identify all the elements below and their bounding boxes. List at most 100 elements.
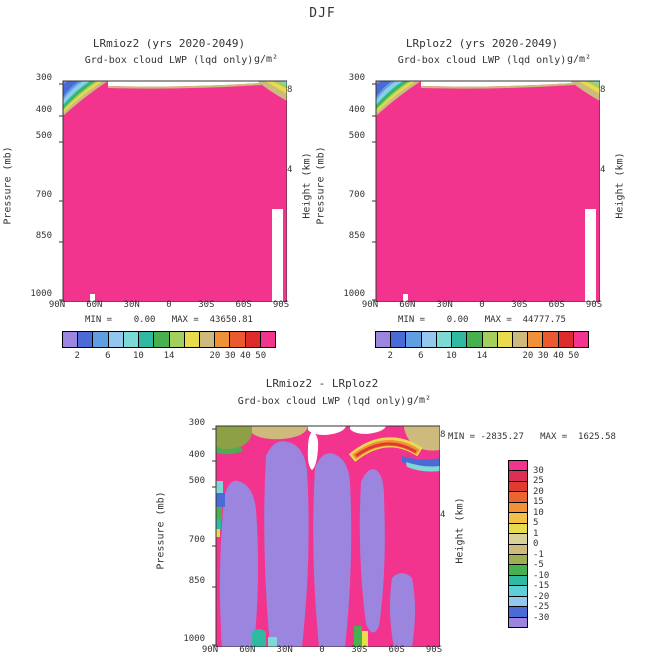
tick-label: 0 <box>166 300 172 310</box>
tick-label: 700 <box>35 190 52 200</box>
lwp-colorbar: 2 6 10 14 20 30 40 50 <box>375 331 589 361</box>
tick-label: 30N <box>276 645 293 655</box>
tick-label: 1000 <box>343 289 365 299</box>
colorbar-tick-label: 2 <box>74 351 80 361</box>
colorbar-cell <box>198 332 215 347</box>
colorbar-cells <box>508 460 528 628</box>
colorbar-tick-label: 20 <box>522 351 534 361</box>
tick-label: 0 <box>319 645 325 655</box>
pressure-axis-ticks: 300 400 500 700 850 1000 <box>26 73 52 299</box>
colorbar-tick-label: -5 <box>533 560 544 570</box>
colorbar-cell <box>572 332 589 347</box>
colorbar-cells <box>62 331 276 348</box>
tick-label: 8 <box>600 85 606 96</box>
tick-label: 700 <box>188 535 205 545</box>
colorbar-cell <box>168 332 184 347</box>
tick-label: 400 <box>188 449 205 460</box>
tick-label: 300 <box>188 418 205 429</box>
colorbar-cell <box>451 332 467 347</box>
tick-label: 60N <box>399 300 416 310</box>
tick-label: 90N <box>361 300 379 310</box>
tick-label: 850 <box>188 575 205 586</box>
colorbar-cell <box>420 332 436 347</box>
colorbar-tick-label: 10 <box>445 351 457 361</box>
tick-label: 60S <box>388 645 405 655</box>
colorbar-tick-label: 30 <box>224 351 236 361</box>
height-axis-label-text: Height (km) <box>454 497 466 564</box>
pressure-axis-label: Pressure (mb) <box>0 75 16 296</box>
tick-label: 700 <box>348 190 365 200</box>
tick-label: 300 <box>35 73 52 84</box>
colorbar-tick-label: 1 <box>533 528 539 539</box>
difference-contour-plot <box>204 414 440 647</box>
colorbar-tick-label: 50 <box>568 351 580 361</box>
tick-label: 60N <box>239 645 256 655</box>
panel-subtitle: Grd-box cloud LWP (lqd only) <box>84 55 254 66</box>
colorbar-cell <box>509 480 527 492</box>
panel-subtitle: Grd-box cloud LWP (lqd only) <box>237 396 407 407</box>
colorbar-tick-label: 0 <box>533 539 539 549</box>
colorbar-cell <box>509 522 527 534</box>
panel-title: LRploz2 (yrs 2020-2049) <box>405 37 559 50</box>
colorbar-cell <box>138 332 154 347</box>
colorbar-cell <box>496 332 512 347</box>
tick-label: 60S <box>548 300 565 310</box>
colorbar-cell <box>509 470 527 481</box>
tick-label: 850 <box>35 230 52 241</box>
colorbar-cell <box>542 332 558 347</box>
colorbar-tick-label: -30 <box>533 612 550 623</box>
height-axis-label: Height (km) <box>612 75 628 296</box>
panel-subtitle: Grd-box cloud LWP (lqd only) <box>397 55 567 66</box>
minmax-stats: MIN = 0.00 MAX = 43650.81 <box>85 315 253 325</box>
tick-label: 850 <box>348 230 365 241</box>
colorbar-cell <box>481 332 497 347</box>
colorbar-tick-label: 40 <box>239 351 251 361</box>
colorbar-cell <box>509 491 527 502</box>
colorbar-cell <box>509 585 527 596</box>
units-label: g/m² <box>407 395 432 406</box>
lwp-colorbar: 2 6 10 14 20 30 40 50 <box>62 331 276 361</box>
minmax-stats: MIN = 0.00 MAX = 44777.75 <box>398 315 566 325</box>
units-label: g/m² <box>567 54 592 65</box>
colorbar-cell <box>466 332 482 347</box>
main-title: DJF <box>309 6 336 21</box>
panel-title: LRmioz2 (yrs 2020-2049) <box>92 37 246 50</box>
pressure-axis-ticks: 300 400 500 700 850 1000 <box>339 73 365 299</box>
tick-label: 90N <box>48 300 66 310</box>
tick-label: 500 <box>35 130 52 141</box>
tick-label: 90S <box>585 300 603 310</box>
pressure-axis-label: Pressure (mb) <box>153 420 169 641</box>
colorbar-cell <box>509 606 527 617</box>
colorbar-labels: 2 6 10 14 20 30 40 50 <box>375 351 589 363</box>
colorbar-tick-label: 50 <box>255 351 267 361</box>
tick-label: 30N <box>436 300 453 310</box>
tick-label: 90S <box>272 300 290 310</box>
pressure-axis-label-text: Pressure (mb) <box>2 146 14 225</box>
tick-label: 60S <box>235 300 252 310</box>
colorbar-cell <box>92 332 108 347</box>
colorbar-cell <box>509 533 527 544</box>
colorbar-tick-label: 10 <box>533 507 544 518</box>
colorbar-tick-label: -15 <box>533 581 550 591</box>
colorbar-cell <box>509 553 527 565</box>
colorbar-cell <box>509 564 527 575</box>
pressure-axis-label: Pressure (mb) <box>313 75 329 296</box>
colorbar-cell <box>509 574 527 586</box>
colorbar-cell <box>509 543 527 554</box>
colorbar-cell <box>244 332 260 347</box>
colorbar-tick-label: -1 <box>533 549 544 560</box>
tick-label: 90N <box>201 645 219 655</box>
colorbar-cell <box>107 332 123 347</box>
colorbar-cell <box>390 332 406 347</box>
colorbar-tick-label: 2 <box>387 351 393 361</box>
pressure-axis-label-text: Pressure (mb) <box>315 146 327 225</box>
colorbar-cells <box>375 331 589 348</box>
colorbar-tick-label: 10 <box>132 351 144 361</box>
colorbar-cell <box>122 332 139 347</box>
colorbar-tick-label: -10 <box>533 570 550 581</box>
colorbar-cell <box>509 512 527 523</box>
tick-label: 30S <box>511 300 528 310</box>
colorbar-tick-label: 30 <box>537 351 549 361</box>
